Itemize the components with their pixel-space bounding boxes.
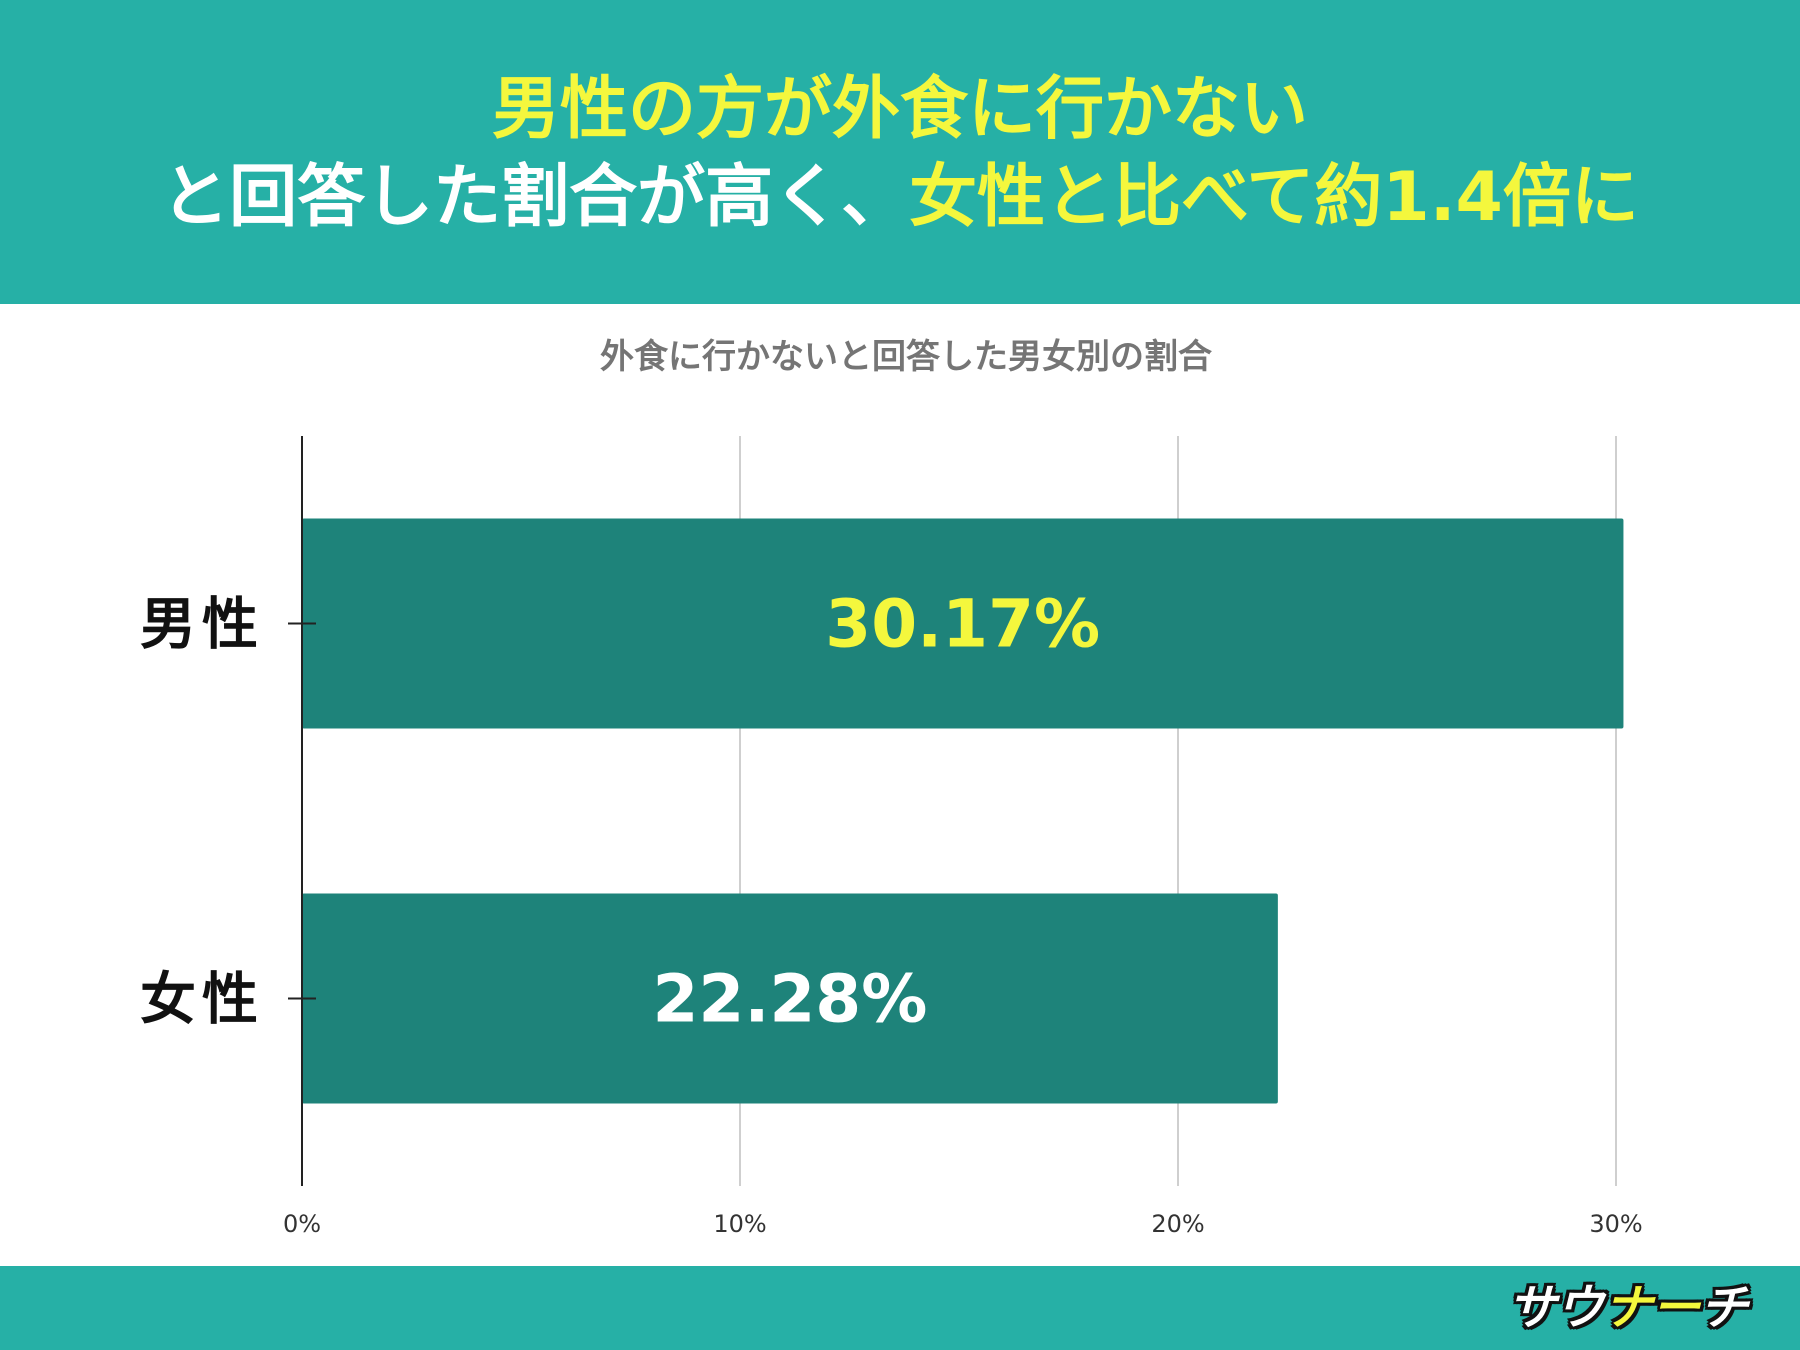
data-label-female: 22.28% bbox=[652, 961, 927, 1038]
x-tick-label-30: 30% bbox=[1589, 1210, 1642, 1238]
footer-banner: サウナーチ bbox=[0, 1266, 1800, 1350]
bar-chart: 外食に行かないと回答した男女別の割合 0% 10% 20% 30% 30.17% 男性 22… bbox=[140, 337, 1643, 1239]
brand-logo-part-2: ナー bbox=[1603, 1280, 1700, 1336]
x-tick-label-20: 20% bbox=[1151, 1210, 1204, 1238]
bars bbox=[302, 518, 1624, 1104]
chart-title: 外食に行かないと回答した男女別の割合 bbox=[600, 337, 1212, 377]
data-label-male: 30.17% bbox=[825, 586, 1100, 663]
brand-logo-part-1: サウ bbox=[1507, 1280, 1604, 1336]
x-tick-label-0: 0% bbox=[283, 1210, 321, 1238]
bar-male bbox=[302, 518, 1624, 729]
labels: 0% 10% 20% 30% 30.17% 男性 22.28% 女性 bbox=[140, 586, 1643, 1239]
category-label-female: 女性 bbox=[140, 968, 264, 1033]
headline-line-2-white: と回答した割合が高く、 bbox=[161, 158, 910, 237]
category-label-male: 男性 bbox=[140, 593, 264, 658]
header-banner: 男性の方が外食に行かない と回答した割合が高く、女性と比べて約1.4倍に bbox=[0, 0, 1800, 304]
x-tick-label-10: 10% bbox=[713, 1210, 766, 1238]
headline-line-1: 男性の方が外食に行かない bbox=[491, 70, 1308, 149]
axes bbox=[288, 436, 316, 1186]
headline-line-2-yellow: 女性と比べて約1.4倍に bbox=[909, 158, 1639, 237]
bar-female bbox=[302, 893, 1278, 1104]
headline-line-2: と回答した割合が高く、女性と比べて約1.4倍に bbox=[0, 158, 1800, 238]
brand-logo: サウナーチ bbox=[1508, 1276, 1748, 1340]
brand-logo-part-3: チ bbox=[1699, 1280, 1748, 1336]
